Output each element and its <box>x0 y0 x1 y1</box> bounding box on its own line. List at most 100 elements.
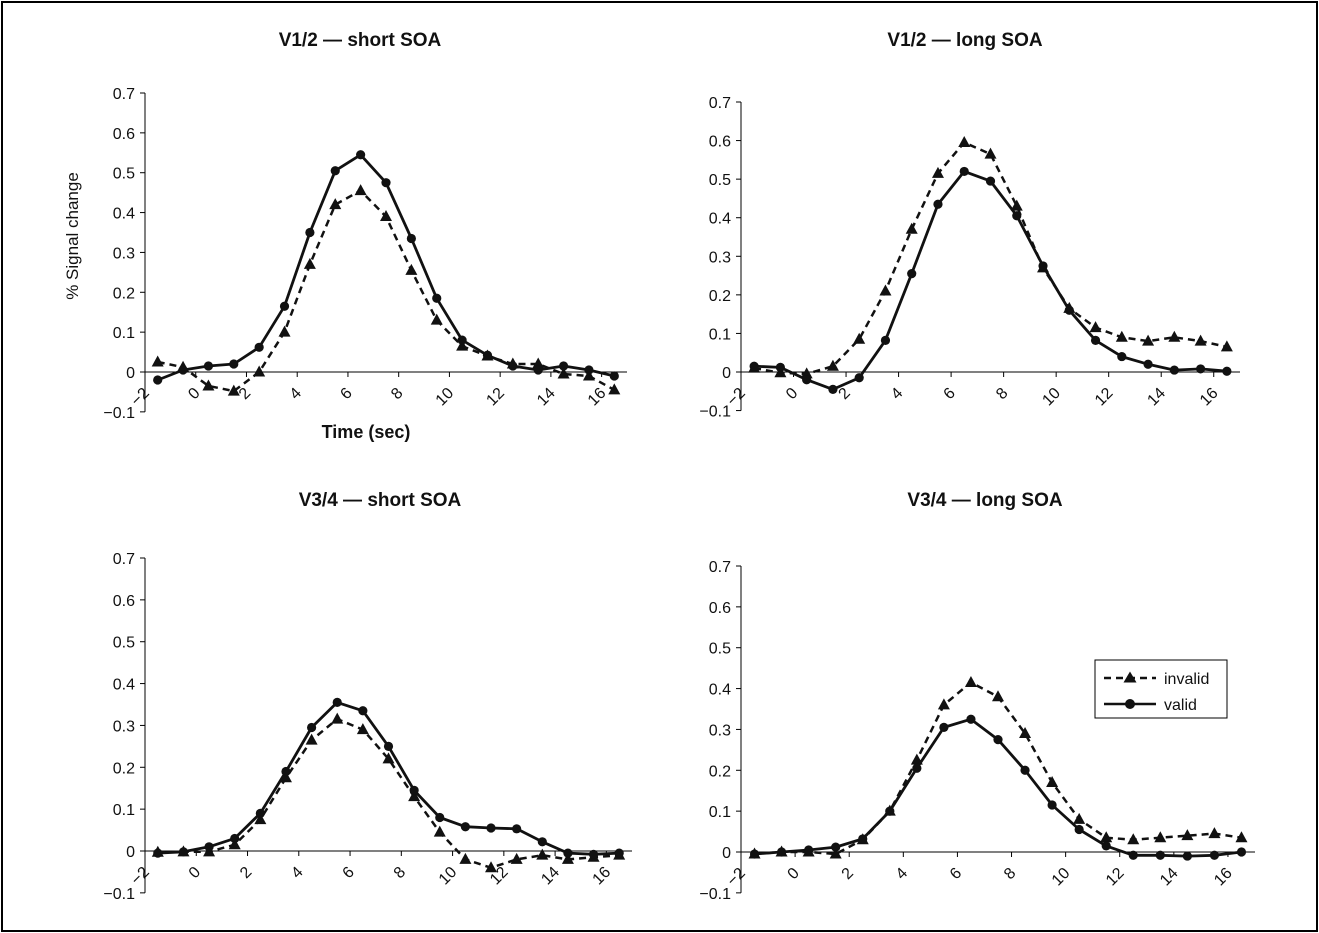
data-point-invalid <box>227 384 240 396</box>
y-tick-label: 0.4 <box>709 211 731 228</box>
data-point-invalid <box>1089 321 1102 333</box>
data-point-valid <box>584 365 594 375</box>
x-tick-label: 12 <box>1103 865 1128 890</box>
data-point-invalid <box>356 723 369 735</box>
data-point-invalid <box>430 313 443 325</box>
data-point-valid <box>966 714 976 724</box>
data-point-valid <box>255 808 265 818</box>
x-tick-label: 4 <box>893 865 911 883</box>
data-point-valid <box>1236 847 1247 857</box>
x-tick-label: 12 <box>1092 385 1117 410</box>
y-tick-label: 0 <box>126 365 135 382</box>
data-point-valid <box>178 847 189 857</box>
series-line-valid <box>157 153 615 382</box>
data-point-valid <box>831 842 841 852</box>
y-axis-label: % Signal change <box>63 172 82 300</box>
y-tick-label: 0.6 <box>709 600 731 617</box>
data-point-invalid <box>1194 334 1207 346</box>
legend-label-invalid: invalid <box>1164 671 1209 688</box>
data-point-valid <box>1117 351 1127 362</box>
data-point-invalid <box>958 136 971 147</box>
data-point-valid <box>558 361 569 371</box>
data-point-invalid <box>278 325 291 337</box>
y-tick-label: 0.5 <box>709 172 731 189</box>
data-point-valid <box>279 301 290 311</box>
legend-box <box>1094 659 1228 719</box>
data-point-invalid <box>510 852 523 864</box>
data-point-valid <box>358 706 368 716</box>
data-point-valid <box>330 166 340 176</box>
data-point-invalid <box>1127 833 1140 845</box>
data-point-valid <box>1064 305 1074 315</box>
y-tick-label: 0.4 <box>709 682 731 699</box>
y-tick-label: 0.3 <box>709 249 731 266</box>
data-point-invalid <box>228 838 241 850</box>
x-tick-label: 16 <box>590 864 615 889</box>
data-point-invalid <box>582 369 595 381</box>
x-tick-label: 10 <box>436 864 461 889</box>
data-point-valid <box>537 837 547 847</box>
x-tick-label: 10 <box>1049 865 1074 890</box>
x-tick-label: 6 <box>337 385 355 403</box>
x-tick-label: 6 <box>947 865 965 883</box>
data-point-valid <box>406 233 416 244</box>
data-point-invalid <box>984 147 997 159</box>
data-point-invalid <box>557 367 570 379</box>
data-point-invalid <box>964 675 977 687</box>
x-tick-label: 10 <box>1039 385 1064 410</box>
data-point-invalid <box>536 848 549 860</box>
data-point-valid <box>802 375 812 385</box>
data-point-valid <box>609 371 619 381</box>
data-point-valid <box>749 849 760 859</box>
data-point-invalid <box>992 690 1004 702</box>
data-point-invalid <box>1168 330 1181 342</box>
data-point-invalid <box>608 383 621 395</box>
data-point-invalid <box>1010 199 1023 211</box>
y-tick-label: 0.5 <box>709 641 731 658</box>
data-point-invalid <box>1142 334 1155 346</box>
data-point-invalid <box>253 365 266 377</box>
data-point-valid <box>1196 364 1206 374</box>
y-tick-label: 0 <box>722 845 731 862</box>
x-tick-label: 14 <box>534 385 559 410</box>
x-tick-label: 8 <box>388 385 406 403</box>
data-point-invalid <box>329 198 342 210</box>
data-point-invalid <box>354 184 367 196</box>
data-point-invalid <box>202 379 215 391</box>
y-tick-label: 0.2 <box>709 288 731 305</box>
x-tick-label: 8 <box>1001 865 1019 883</box>
data-point-valid <box>381 178 391 188</box>
data-point-valid <box>1047 800 1057 810</box>
data-point-valid <box>1128 850 1138 860</box>
data-point-valid <box>828 384 838 394</box>
data-point-valid <box>533 365 543 375</box>
legend: invalid valid <box>1094 659 1228 719</box>
data-point-valid <box>1090 335 1101 345</box>
x-axis-label: Time (sec) <box>322 422 411 442</box>
x-tick-label: 0 <box>185 385 203 403</box>
y-tick-label: 0.1 <box>709 804 731 821</box>
data-point-invalid <box>1235 831 1248 843</box>
y-tick-label: 0.4 <box>113 206 135 223</box>
x-tick-label: 14 <box>1144 385 1169 410</box>
x-tick-label: 6 <box>941 385 959 403</box>
panel-title: V3/4 — long SOA <box>907 490 1062 511</box>
x-tick-label: 2 <box>839 865 857 883</box>
data-point-valid <box>588 849 599 859</box>
panel-title: V1/2 — long SOA <box>887 30 1042 51</box>
x-tick-label: 16 <box>1211 865 1236 890</box>
legend-marker-valid <box>1125 699 1135 709</box>
data-point-valid <box>858 834 868 844</box>
data-point-valid <box>1020 765 1030 775</box>
data-point-valid <box>1209 850 1220 860</box>
y-tick-label: 0.1 <box>113 802 135 819</box>
data-point-invalid <box>405 263 418 275</box>
data-point-invalid <box>380 210 392 222</box>
data-point-invalid <box>879 284 892 296</box>
data-point-valid <box>907 269 917 279</box>
x-tick-label: 14 <box>538 864 563 889</box>
data-point-valid <box>1074 824 1084 835</box>
data-point-valid <box>933 199 943 209</box>
x-tick-label: 4 <box>888 385 906 403</box>
